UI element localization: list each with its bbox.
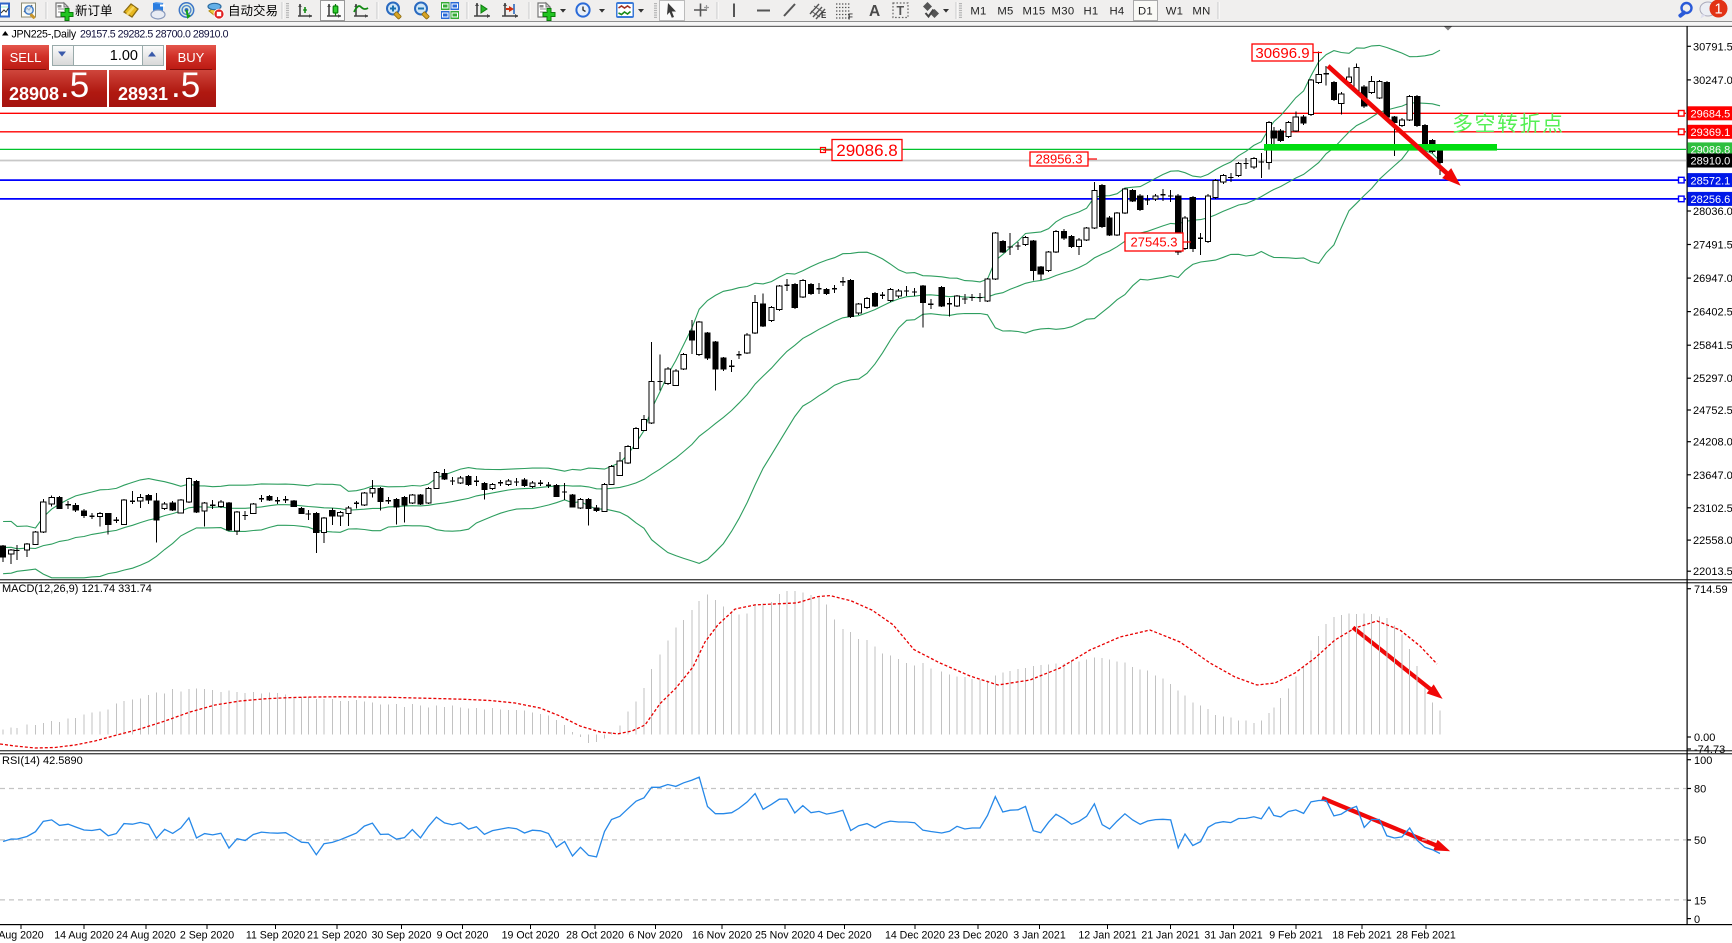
svg-text:2 Sep 2020: 2 Sep 2020 xyxy=(180,930,234,942)
svg-text:16 Nov 2020: 16 Nov 2020 xyxy=(692,930,752,942)
svg-text:50: 50 xyxy=(1694,835,1706,847)
svg-text:23647.0: 23647.0 xyxy=(1693,470,1732,482)
svg-text:27491.5: 27491.5 xyxy=(1693,240,1732,252)
svg-text:18 Feb 2021: 18 Feb 2021 xyxy=(1332,930,1392,942)
svg-text:E: E xyxy=(821,11,827,20)
svg-text:28 Feb 2021: 28 Feb 2021 xyxy=(1396,930,1456,942)
svg-text:自动交易: 自动交易 xyxy=(228,3,278,18)
svg-text:29684.5: 29684.5 xyxy=(1691,109,1731,121)
svg-text:F: F xyxy=(848,13,853,22)
svg-text:30 Sep 2020: 30 Sep 2020 xyxy=(371,930,431,942)
svg-text:24208.0: 24208.0 xyxy=(1693,437,1732,449)
svg-text:80: 80 xyxy=(1694,784,1706,796)
svg-text:24 Aug 2020: 24 Aug 2020 xyxy=(116,930,176,942)
svg-text:30696.9: 30696.9 xyxy=(1255,45,1309,62)
svg-text:28956.3: 28956.3 xyxy=(1036,152,1083,167)
svg-text:19 Oct 2020: 19 Oct 2020 xyxy=(502,930,560,942)
svg-text:100: 100 xyxy=(1694,755,1712,767)
svg-text:26947.0: 26947.0 xyxy=(1693,273,1732,285)
svg-text:12 Jan 2021: 12 Jan 2021 xyxy=(1078,930,1136,942)
svg-text:21 Sep 2020: 21 Sep 2020 xyxy=(307,930,367,942)
svg-text:23 Dec 2020: 23 Dec 2020 xyxy=(948,930,1008,942)
svg-text:27545.3: 27545.3 xyxy=(1131,235,1178,250)
svg-text:A: A xyxy=(869,3,880,20)
svg-text:22013.5: 22013.5 xyxy=(1693,566,1732,578)
svg-text:T: T xyxy=(897,4,905,18)
svg-text:W1: W1 xyxy=(1166,6,1184,18)
svg-text:JPN225-,Daily: JPN225-,Daily xyxy=(12,28,77,40)
svg-text:H1: H1 xyxy=(1083,6,1098,18)
svg-text:29369.1: 29369.1 xyxy=(1691,127,1731,139)
svg-text:4 Dec 2020: 4 Dec 2020 xyxy=(817,930,871,942)
svg-text:6 Nov 2020: 6 Nov 2020 xyxy=(628,930,682,942)
svg-text:15: 15 xyxy=(1694,895,1706,907)
svg-text:22558.0: 22558.0 xyxy=(1693,535,1732,547)
svg-text:11 Sep 2020: 11 Sep 2020 xyxy=(246,930,305,942)
svg-text:21 Jan 2021: 21 Jan 2021 xyxy=(1141,930,1199,942)
svg-text:新订单: 新订单 xyxy=(75,3,113,18)
svg-text:3 Jan 2021: 3 Jan 2021 xyxy=(1013,930,1066,942)
svg-text:9 Feb 2021: 9 Feb 2021 xyxy=(1269,930,1323,942)
svg-text:MN: MN xyxy=(1192,6,1210,18)
svg-text:M1: M1 xyxy=(970,6,986,18)
svg-text:31 Jan 2021: 31 Jan 2021 xyxy=(1204,930,1262,942)
svg-text:H4: H4 xyxy=(1109,6,1124,18)
svg-text:25297.0: 25297.0 xyxy=(1693,373,1732,385)
svg-text:29157.5 29282.5 28700.0 28910.: 29157.5 29282.5 28700.0 28910.0 xyxy=(80,28,229,40)
svg-text:0.00: 0.00 xyxy=(1694,732,1715,744)
svg-text:28256.6: 28256.6 xyxy=(1691,194,1731,206)
svg-text:Aug 2020: Aug 2020 xyxy=(0,930,44,942)
svg-text:M15: M15 xyxy=(1023,6,1046,18)
svg-text:23102.5: 23102.5 xyxy=(1693,503,1732,515)
svg-text:24752.5: 24752.5 xyxy=(1693,405,1732,417)
svg-text:28572.1: 28572.1 xyxy=(1691,175,1731,187)
svg-text:多空转折点: 多空转折点 xyxy=(1452,113,1565,136)
svg-text:M5: M5 xyxy=(997,6,1013,18)
svg-text:28036.0: 28036.0 xyxy=(1693,206,1732,218)
svg-text:25841.5: 25841.5 xyxy=(1693,340,1732,352)
svg-text:1: 1 xyxy=(1714,2,1722,18)
svg-text:RSI(14) 42.5890: RSI(14) 42.5890 xyxy=(2,755,83,767)
svg-text:28 Oct 2020: 28 Oct 2020 xyxy=(566,930,624,942)
svg-text:MACD(12,26,9) 121.74 331.74: MACD(12,26,9) 121.74 331.74 xyxy=(2,583,152,595)
svg-text:26402.5: 26402.5 xyxy=(1693,307,1732,319)
svg-text:714.59: 714.59 xyxy=(1694,584,1728,596)
svg-text:30791.5: 30791.5 xyxy=(1693,41,1732,53)
svg-text:14 Dec 2020: 14 Dec 2020 xyxy=(885,930,945,942)
svg-text:29086.8: 29086.8 xyxy=(836,141,897,160)
svg-text:28910.0: 28910.0 xyxy=(1691,156,1731,168)
svg-text:14 Aug 2020: 14 Aug 2020 xyxy=(54,930,114,942)
svg-text:-74.73: -74.73 xyxy=(1694,744,1725,756)
svg-text:9 Oct 2020: 9 Oct 2020 xyxy=(437,930,489,942)
svg-text:30247.0: 30247.0 xyxy=(1693,75,1732,87)
svg-text:M30: M30 xyxy=(1052,6,1075,18)
svg-text:D1: D1 xyxy=(1138,6,1153,18)
svg-text:25 Nov 2020: 25 Nov 2020 xyxy=(755,930,815,942)
svg-text:0: 0 xyxy=(1694,914,1700,926)
